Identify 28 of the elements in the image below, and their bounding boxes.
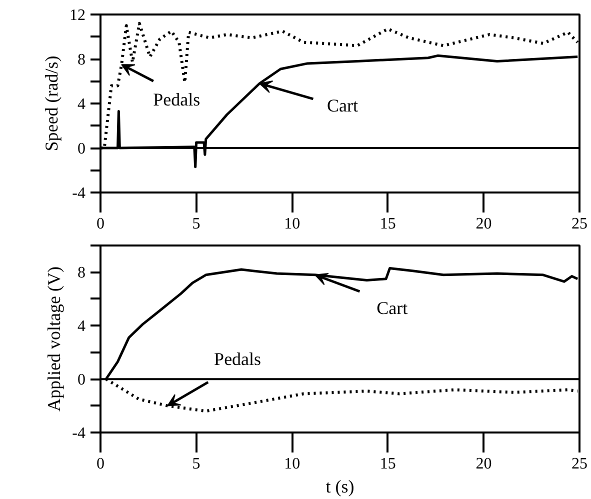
y-tick-label: -4 <box>72 185 86 202</box>
x-tick-label: 15 <box>380 456 396 472</box>
x-tick-label: 10 <box>284 456 300 472</box>
x-tick-label: 15 <box>380 216 396 232</box>
annotation: Cart <box>376 298 408 318</box>
y-tick-label: 8 <box>78 264 86 282</box>
x-tick-label: 25 <box>572 456 588 472</box>
x-tick-label: 20 <box>476 216 492 232</box>
y-axis-title: Speed (rad/s) <box>42 56 62 152</box>
x-axis-title: t (s) <box>326 476 354 496</box>
x-tick-label: 25 <box>572 216 588 232</box>
annotation: Cart <box>327 95 358 116</box>
y-tick-label: 4 <box>78 318 86 336</box>
y-tick-label: 4 <box>78 96 86 113</box>
x-tick-label: 20 <box>476 456 492 472</box>
y-tick-label: -4 <box>72 425 86 442</box>
x-tick-label: 5 <box>192 216 200 232</box>
annotation: Pedals <box>153 90 200 110</box>
y-tick-label: 12 <box>70 7 86 24</box>
x-tick-label: 0 <box>96 456 104 472</box>
y-tick-label: 0 <box>78 372 86 389</box>
x-tick-label: 0 <box>96 216 104 232</box>
y-axis-title: Applied voltage (V) <box>44 266 64 412</box>
annotation: Pedals <box>214 348 262 369</box>
x-tick-label: 5 <box>192 456 200 472</box>
x-tick-label: 10 <box>284 216 300 232</box>
y-tick-label: 0 <box>78 140 86 158</box>
y-tick-label: 8 <box>78 52 86 68</box>
